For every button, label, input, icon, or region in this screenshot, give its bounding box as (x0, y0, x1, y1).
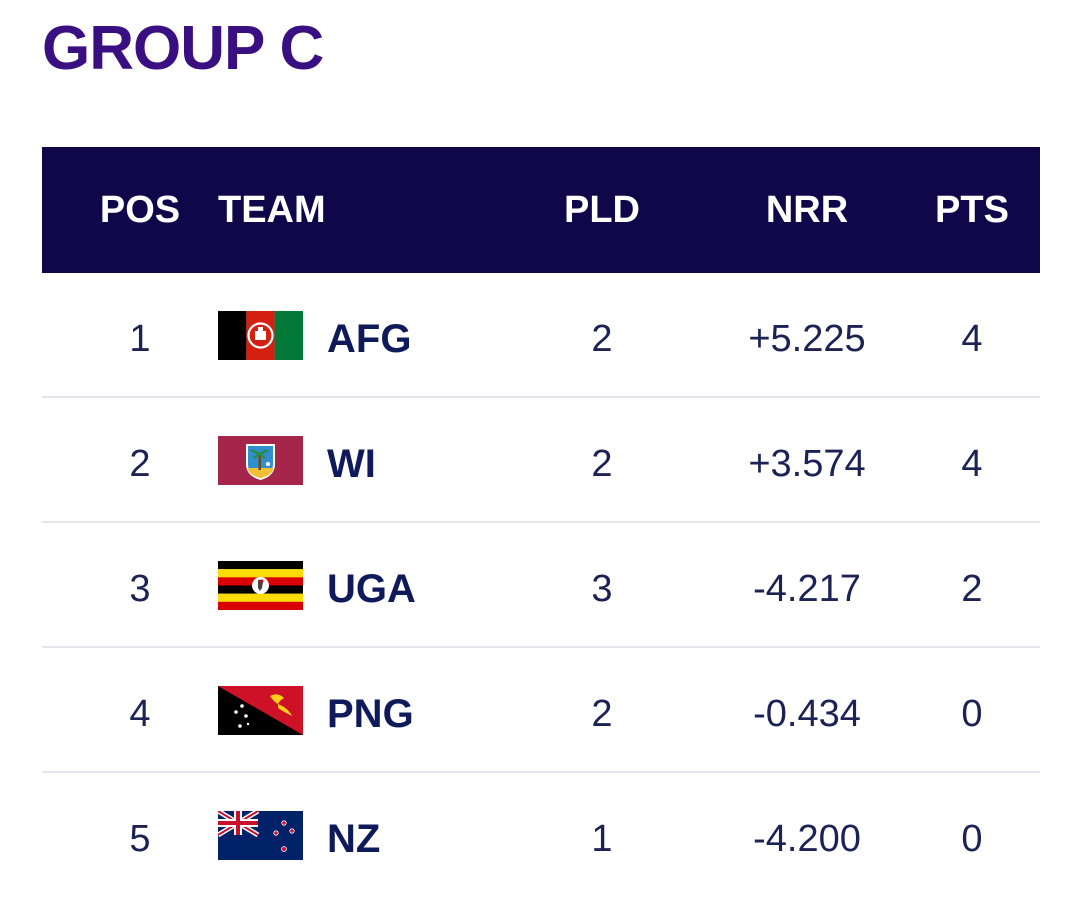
row-team[interactable]: PNG (327, 692, 414, 736)
table-row[interactable]: 5 NZ 1 -4.200 0 (42, 773, 1040, 898)
row-nrr: +3.574 (748, 443, 866, 485)
table-row[interactable]: 2 WI 2 +3.574 4 (42, 398, 1040, 523)
header-pts: PTS (935, 189, 1009, 231)
row-team[interactable]: AFG (327, 317, 412, 361)
row-pos: 4 (129, 693, 151, 735)
table-row[interactable]: 1 AFG 2 +5.225 4 (42, 273, 1040, 398)
row-team[interactable]: NZ (327, 817, 381, 861)
row-pld: 1 (591, 818, 613, 860)
row-pos: 3 (129, 568, 151, 610)
row-team[interactable]: UGA (327, 567, 416, 611)
table-row[interactable]: 4 PNG 2 -0.434 0 (42, 648, 1040, 773)
row-pld: 3 (591, 568, 613, 610)
row-nrr: -0.434 (753, 693, 861, 735)
row-pts: 4 (961, 318, 983, 360)
header-pos: POS (99, 189, 181, 231)
table-header: POS TEAM PLD NRR PTS (42, 147, 1040, 273)
row-pts: 4 (961, 443, 983, 485)
afghanistan-flag-icon (218, 311, 303, 360)
group-title: GROUP C (42, 14, 324, 83)
table-row[interactable]: 3 UGA 3 -4.217 2 (42, 523, 1040, 648)
standings-table: POS TEAM PLD NRR PTS 1 AFG 2 +5.225 4 2 (42, 147, 1040, 898)
new-zealand-flag-icon (218, 811, 303, 860)
header-pld: PLD (564, 189, 640, 231)
row-pld: 2 (591, 693, 613, 735)
uganda-flag-icon (218, 561, 303, 610)
row-nrr: -4.200 (753, 818, 861, 860)
row-pld: 2 (591, 318, 613, 360)
row-pld: 2 (591, 443, 613, 485)
row-team[interactable]: WI (327, 442, 376, 486)
row-pos: 5 (129, 818, 151, 860)
header-team: TEAM (218, 189, 326, 231)
row-pts: 2 (961, 568, 983, 610)
papua-new-guinea-flag-icon (218, 686, 303, 735)
header-nrr: NRR (765, 189, 849, 231)
row-pts: 0 (961, 818, 983, 860)
row-pts: 0 (961, 693, 983, 735)
row-pos: 2 (129, 443, 151, 485)
west-indies-flag-icon (218, 436, 303, 485)
row-nrr: -4.217 (753, 568, 861, 610)
row-nrr: +5.225 (748, 318, 866, 360)
row-pos: 1 (129, 318, 151, 360)
